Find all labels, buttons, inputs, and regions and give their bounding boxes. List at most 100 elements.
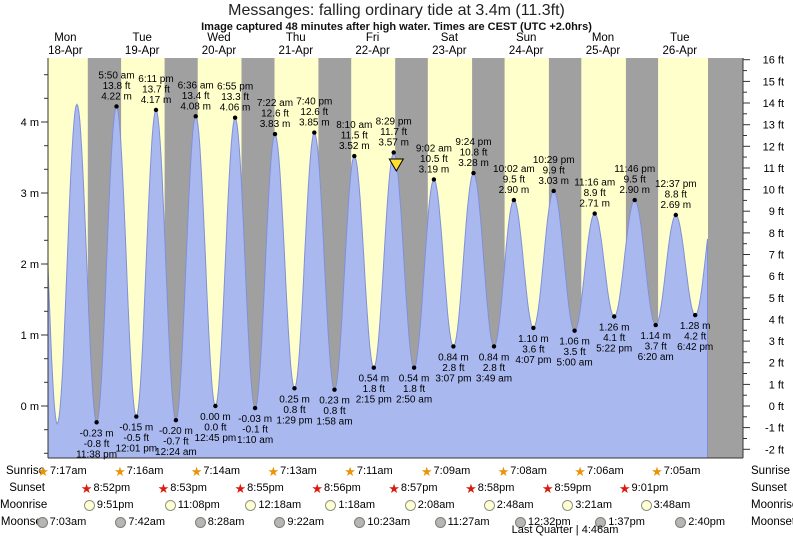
low-tide-point <box>531 325 536 331</box>
moonrise-event: 1:18am <box>325 498 375 512</box>
page-title: Messanges: falling ordinary tide at 3.4m… <box>228 2 565 19</box>
moonrise-time: 11:08pm <box>177 499 220 511</box>
sunset-icon: ★ <box>311 480 324 496</box>
y-right-tick-label: -2 ft <box>765 444 784 456</box>
day-date-label: 18-Apr <box>48 45 83 57</box>
moonset-event: 12:32pm <box>514 515 571 529</box>
sunrise-event: ★ 7:09am <box>421 464 470 478</box>
high-tide-label: 13.4 ft <box>182 91 210 102</box>
moonset-time: 10:23am <box>367 516 411 528</box>
moonrise-time: 3:48am <box>653 499 691 511</box>
sunset-event: ★ 8:55pm <box>235 481 284 495</box>
tide-area <box>48 103 708 458</box>
sunrise-row-label-right: Sunrise <box>751 465 790 477</box>
high-tide-label: 3.85 m <box>299 118 330 129</box>
low-tide-label: 3.7 ft <box>645 342 667 353</box>
moonrise-event: 3:21am <box>562 498 612 512</box>
low-tide-label: 1.8 ft <box>363 384 385 395</box>
moonset-icon <box>514 516 526 528</box>
day-date-label: 24-Apr <box>509 45 544 57</box>
high-tide-label: 10:02 am <box>493 164 535 175</box>
low-tide-label: 2:15 pm <box>356 395 392 406</box>
moonrise-time: 9:51pm <box>96 499 134 511</box>
low-tide-label: 1:29 pm <box>276 415 312 426</box>
low-tide-point <box>491 344 497 349</box>
high-tide-point <box>193 114 198 119</box>
high-tide-label: 3.28 m <box>458 158 489 169</box>
y-right-tick-label: 6 ft <box>769 271 784 283</box>
high-tide-label: 6:36 am <box>178 80 214 91</box>
low-tide-label: 0.8 ft <box>283 405 305 416</box>
high-tide-label: 3.52 m <box>339 141 370 152</box>
high-tide-point <box>632 197 637 203</box>
moonrise-row-label-right: Moonrise <box>751 499 793 511</box>
low-tide-label: 1.28 m <box>680 321 711 332</box>
y-left-tick-label: 2 m <box>21 259 39 271</box>
subtitle: Image captured 48 minutes after high wat… <box>201 21 592 33</box>
low-tide-label: 0.0 ft <box>204 423 226 434</box>
moonrise-event: 12:18am <box>245 498 301 512</box>
high-tide-label: 8:29 pm <box>376 117 412 128</box>
low-tide-label: 12:01 pm <box>115 444 157 455</box>
day-date-label: 23-Apr <box>432 45 467 57</box>
moonrise-row-label-left: Moonrise <box>0 499 48 511</box>
moonrise-time: 2:48am <box>496 499 534 511</box>
high-tide-label: 9:24 pm <box>455 137 491 148</box>
moonrise-icon <box>562 499 574 511</box>
low-tide-label: 2.8 ft <box>442 363 464 374</box>
sunrise-icon: ★ <box>190 463 203 479</box>
high-tide-point <box>471 170 476 176</box>
low-tide-point <box>173 418 179 423</box>
low-tide-label: 0.00 m <box>200 412 231 423</box>
day-weekday-label: Sun <box>516 32 536 44</box>
y-right-tick-label: 3 ft <box>769 336 784 348</box>
high-tide-label: 13.7 ft <box>142 84 170 95</box>
sunset-row-label-left: Sunset <box>9 482 45 494</box>
low-tide-label: 4.1 ft <box>603 333 625 344</box>
moonset-icon <box>274 516 286 528</box>
moonrise-time: 2:08am <box>417 499 455 511</box>
y-right-tick-label: 9 ft <box>769 206 784 218</box>
moonset-row-label-right: Moonset <box>751 516 793 528</box>
low-tide-label: -0.03 m <box>238 414 272 425</box>
day-date-label: 20-Apr <box>202 45 237 57</box>
high-tide-label: 8:10 am <box>336 120 372 131</box>
sunrise-icon: ★ <box>497 463 510 479</box>
moonrise-event: 9:51pm <box>83 498 134 512</box>
low-tide-point <box>94 420 99 425</box>
moonset-time: 1:37pm <box>608 516 645 528</box>
low-tide-label: 4:07 pm <box>515 355 551 366</box>
low-tide-label: 3.6 ft <box>522 344 544 355</box>
moonrise-icon <box>164 499 176 511</box>
y-left-tick-label: 3 m <box>21 188 39 200</box>
high-tide-point <box>232 115 238 120</box>
day-weekday-label: Tue <box>670 32 689 44</box>
high-tide-point <box>592 211 597 216</box>
low-tide-label: 5:22 pm <box>596 344 632 355</box>
high-tide-label: 3.57 m <box>378 138 409 149</box>
low-tide-label: 4.2 ft <box>684 332 706 343</box>
high-tide-label: 6:55 pm <box>217 82 253 93</box>
sunset-time: 8:57pm <box>400 482 438 494</box>
day-weekday-label: Wed <box>207 32 230 44</box>
moonset-event: 7:42am <box>115 515 165 529</box>
low-tide-label: -0.15 m <box>119 423 153 434</box>
moonset-icon <box>115 516 127 528</box>
sunset-icon: ★ <box>234 480 247 496</box>
sunrise-event: ★ 7:05am <box>651 464 700 478</box>
high-tide-label: 10.8 ft <box>460 148 488 159</box>
y-right-tick-label: 15 ft <box>763 76 784 88</box>
sunrise-time: 7:14am <box>203 465 241 477</box>
moonrise-icon <box>245 499 257 511</box>
moonset-time: 7:42am <box>128 516 166 528</box>
sunrise-event: ★ 7:16am <box>114 464 163 478</box>
y-right-tick-label: 4 ft <box>769 314 784 326</box>
sunrise-event: ★ 7:11am <box>344 464 393 478</box>
low-tide-point <box>332 387 337 392</box>
y-right-tick-label: 12 ft <box>763 141 784 153</box>
low-tide-label: 3.5 ft <box>563 347 585 358</box>
moonset-icon <box>434 516 446 528</box>
moonset-icon <box>675 516 687 528</box>
sunrise-icon: ★ <box>574 463 586 479</box>
